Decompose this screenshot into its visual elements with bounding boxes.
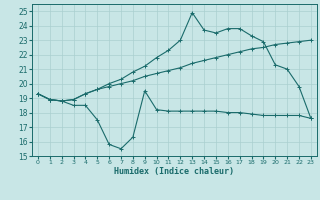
X-axis label: Humidex (Indice chaleur): Humidex (Indice chaleur) xyxy=(115,167,234,176)
